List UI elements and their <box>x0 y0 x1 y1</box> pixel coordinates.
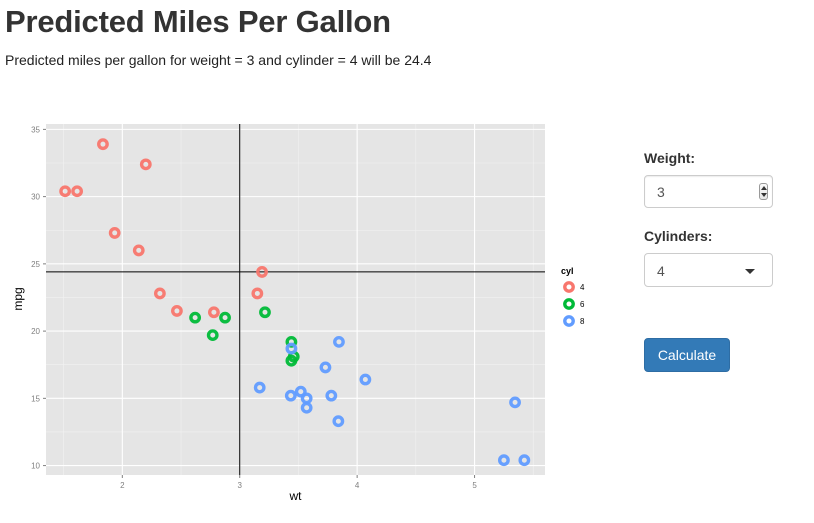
chevron-down-icon <box>745 269 755 274</box>
legend: 4 6 8 <box>563 281 585 327</box>
x-axis-label: wt <box>289 489 303 503</box>
x-tick-label: 2 <box>120 481 125 490</box>
data-point <box>132 244 145 257</box>
y-tick-label: 25 <box>31 260 40 269</box>
y-axis-ticks: 10 15 20 25 30 35 <box>31 125 46 471</box>
scatter-plot: 2 3 4 5 10 15 20 25 30 35 wt mpg cyl 4 6 8 <box>11 124 585 503</box>
weight-value: 3 <box>657 184 665 200</box>
data-point <box>332 415 345 428</box>
data-point <box>219 311 231 324</box>
legend-label: 8 <box>580 317 585 326</box>
data-point <box>285 342 298 355</box>
cylinders-label: Cylinders: <box>644 228 713 244</box>
y-tick-label: 10 <box>31 462 40 471</box>
cylinders-value: 4 <box>657 263 665 279</box>
y-tick-label: 35 <box>31 125 40 134</box>
legend-key <box>563 281 575 293</box>
legend-label: 6 <box>580 300 585 309</box>
weight-input[interactable]: 3 <box>644 175 773 208</box>
data-point <box>319 361 332 374</box>
x-tick-label: 5 <box>472 481 477 490</box>
data-point <box>325 389 338 402</box>
weight-spinner[interactable] <box>759 183 768 200</box>
page-title: Predicted Miles Per Gallon <box>5 4 391 39</box>
cylinders-select[interactable]: 4 <box>644 253 773 287</box>
y-tick-label: 30 <box>31 193 40 202</box>
y-tick-label: 20 <box>31 327 40 336</box>
data-point <box>153 287 166 300</box>
data-point <box>333 335 345 348</box>
data-point <box>189 311 202 324</box>
x-tick-label: 4 <box>355 481 360 490</box>
x-axis-ticks: 2 3 4 5 <box>120 475 477 490</box>
grid-minor <box>46 124 545 475</box>
data-point <box>498 454 510 467</box>
legend-key <box>563 315 575 327</box>
plot-panel <box>46 124 545 475</box>
reference-lines <box>46 124 545 475</box>
calculate-button[interactable]: Calculate <box>644 338 730 372</box>
data-points <box>59 138 531 467</box>
y-tick-label: 15 <box>31 394 40 403</box>
data-point <box>300 392 313 405</box>
y-axis-label: mpg <box>11 287 25 310</box>
data-point <box>509 396 521 409</box>
data-point <box>59 185 72 198</box>
legend-title: cyl <box>561 266 574 276</box>
prediction-text: Predicted miles per gallon for weight = … <box>5 52 432 68</box>
weight-label: Weight: <box>644 150 696 166</box>
data-point <box>359 373 372 386</box>
data-point <box>256 266 268 278</box>
data-point <box>171 305 183 317</box>
spinner-down-icon[interactable] <box>761 193 767 197</box>
data-point <box>97 138 109 151</box>
data-point <box>108 227 121 239</box>
data-point <box>139 158 152 171</box>
data-point <box>285 354 298 367</box>
input-panel: Weight: 3 Cylinders: 4 Calculate <box>644 150 784 372</box>
legend-label: 4 <box>580 283 585 292</box>
x-tick-label: 3 <box>238 481 243 490</box>
data-point <box>259 306 271 319</box>
data-point <box>284 389 297 402</box>
legend-key <box>563 298 575 310</box>
data-point <box>207 306 220 319</box>
data-point <box>251 287 264 300</box>
spinner-up-icon[interactable] <box>761 186 767 190</box>
data-point <box>71 185 84 198</box>
data-point <box>253 381 266 394</box>
data-point <box>294 385 307 398</box>
data-point <box>206 329 219 342</box>
data-point <box>518 454 531 467</box>
